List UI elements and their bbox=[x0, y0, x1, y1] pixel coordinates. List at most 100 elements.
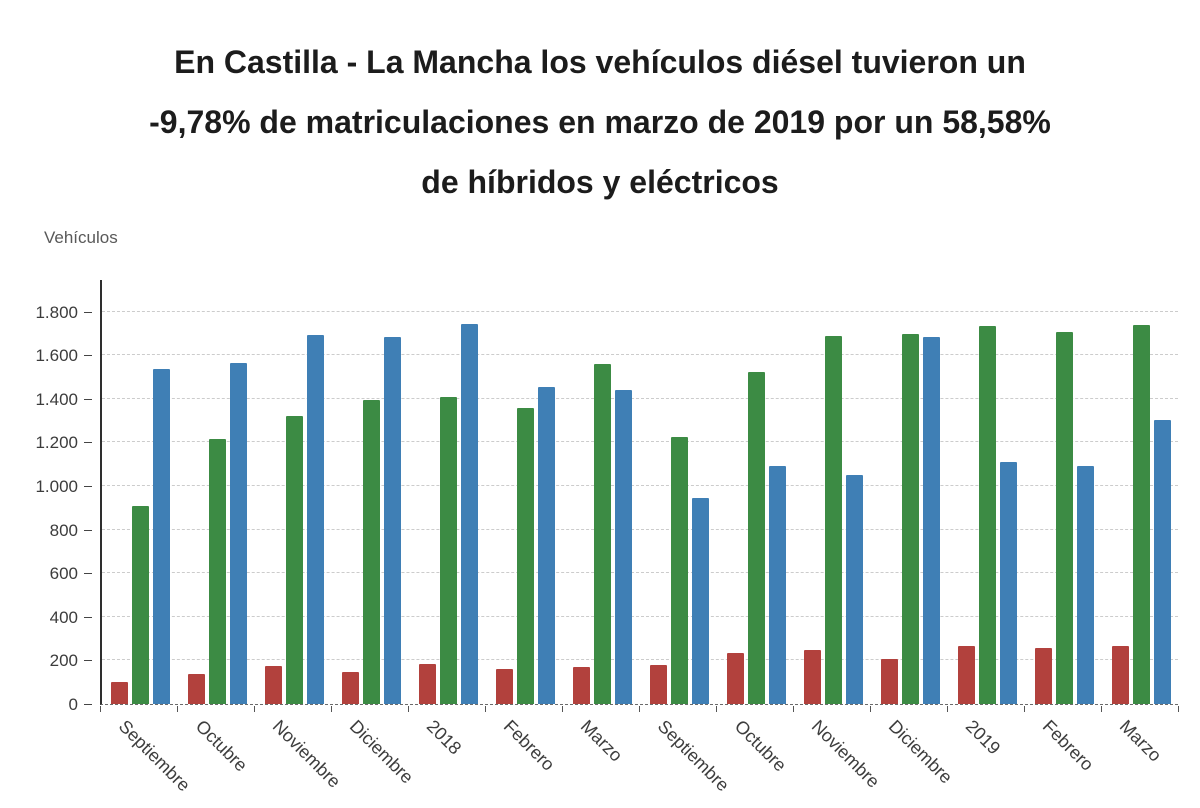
bar-series-red bbox=[727, 652, 744, 704]
bar-series-red bbox=[1112, 646, 1129, 704]
x-axis-tick bbox=[408, 706, 409, 712]
bar-group bbox=[564, 280, 641, 704]
x-axis-tick bbox=[870, 706, 871, 712]
bar-series-red bbox=[496, 669, 513, 704]
x-axis-tick bbox=[254, 706, 255, 712]
gridline bbox=[102, 441, 1178, 443]
x-axis-tick bbox=[562, 706, 563, 712]
bar-group bbox=[718, 280, 795, 704]
bar-group bbox=[410, 280, 487, 704]
bar-series-blue bbox=[461, 323, 478, 704]
x-axis-labels: Septiembre Octubre Noviembre Diciembre 2018 F… bbox=[100, 706, 1179, 808]
bar-series-green bbox=[517, 407, 534, 704]
x-tick-label: Octubre bbox=[730, 716, 790, 776]
bar-series-green bbox=[748, 371, 765, 704]
chart-title: En Castilla - La Mancha los vehículos di… bbox=[0, 32, 1200, 212]
bar-series-red bbox=[881, 659, 898, 704]
y-axis-tick bbox=[84, 616, 92, 618]
bar-group bbox=[1026, 280, 1103, 704]
gridline bbox=[102, 310, 1178, 312]
bar-series-blue bbox=[230, 362, 247, 704]
x-tick-label: Febrero bbox=[499, 716, 559, 775]
bar-series-red bbox=[958, 646, 975, 704]
bar-series-red bbox=[188, 673, 205, 704]
x-tick-label: Septiembre bbox=[114, 716, 194, 796]
y-axis-tick bbox=[84, 573, 92, 575]
x-tick-label: Marzo bbox=[1115, 716, 1165, 766]
chart-title-line-2: -9,78% de matriculaciones en marzo de 20… bbox=[149, 104, 1051, 140]
x-axis-tick bbox=[1024, 706, 1025, 712]
bar-group bbox=[179, 280, 256, 704]
bar-series-green bbox=[1133, 324, 1150, 704]
x-axis-tick bbox=[100, 706, 101, 712]
x-axis-tick bbox=[1101, 706, 1102, 712]
gridline bbox=[102, 397, 1178, 399]
y-axis-tick bbox=[84, 704, 92, 705]
x-axis-tick bbox=[793, 706, 794, 712]
bar-series-blue bbox=[769, 466, 786, 704]
y-axis-tick bbox=[84, 486, 92, 488]
x-axis-tick bbox=[177, 706, 178, 712]
y-tick-label: 1.600 bbox=[35, 346, 78, 366]
x-tick-label: Marzo bbox=[576, 716, 626, 766]
gridline bbox=[102, 572, 1178, 574]
x-axis-tick bbox=[331, 706, 332, 712]
gridline bbox=[102, 485, 1178, 487]
bar-series-green bbox=[671, 437, 688, 704]
y-axis-labels: 0 200 400 600 800 1.000 1.200 1.400 1.600 1.800 bbox=[0, 280, 92, 714]
y-tick-label: 1.400 bbox=[35, 389, 78, 409]
bar-series-blue bbox=[1000, 462, 1017, 704]
bar-series-red bbox=[265, 665, 282, 704]
gridline bbox=[102, 659, 1178, 661]
bar-group bbox=[333, 280, 410, 704]
x-axis-tick bbox=[716, 706, 717, 712]
bar-series-red bbox=[1035, 648, 1052, 704]
y-tick-label: 1.800 bbox=[35, 302, 78, 322]
bar-series-blue bbox=[846, 475, 863, 704]
y-tick-label: 200 bbox=[49, 651, 78, 671]
x-tick-label: Septiembre bbox=[653, 716, 733, 796]
bar-series-red bbox=[650, 664, 667, 704]
bar-series-green bbox=[132, 505, 149, 704]
bar-group bbox=[949, 280, 1026, 704]
y-axis-tick bbox=[84, 311, 92, 313]
bar-series-green bbox=[363, 399, 380, 704]
bar-series-green bbox=[440, 396, 457, 704]
bar-series-green bbox=[209, 439, 226, 704]
x-axis-tick bbox=[639, 706, 640, 712]
x-tick-label: Noviembre bbox=[268, 716, 345, 792]
bar-group bbox=[256, 280, 333, 704]
bar-series-red bbox=[342, 672, 359, 704]
y-tick-label: 600 bbox=[49, 564, 78, 584]
bar-group bbox=[487, 280, 564, 704]
gridline bbox=[102, 354, 1178, 356]
bar-group bbox=[872, 280, 949, 704]
bar-series-blue bbox=[1154, 419, 1171, 704]
bar-series-green bbox=[902, 333, 919, 704]
gridline bbox=[102, 528, 1178, 530]
y-axis-tick bbox=[84, 442, 92, 444]
bar-series-green bbox=[1056, 332, 1073, 704]
x-tick-label: Octubre bbox=[191, 716, 251, 776]
bar-series-green bbox=[594, 364, 611, 704]
x-tick-label: Diciembre bbox=[345, 716, 417, 788]
bar-group bbox=[1103, 280, 1180, 704]
bar-group bbox=[102, 280, 179, 704]
bar-series-blue bbox=[1077, 466, 1094, 704]
bar-series-blue bbox=[384, 336, 401, 704]
bar-series-red bbox=[573, 666, 590, 704]
x-axis-tick bbox=[947, 706, 948, 712]
bar-series-blue bbox=[153, 369, 170, 704]
bar-series-blue bbox=[692, 498, 709, 704]
y-tick-label: 800 bbox=[49, 520, 78, 540]
x-tick-label: Febrero bbox=[1038, 716, 1098, 775]
chart-title-line-1: En Castilla - La Mancha los vehículos di… bbox=[174, 44, 1026, 80]
bar-series-blue bbox=[538, 386, 555, 704]
y-tick-label: 1.000 bbox=[35, 477, 78, 497]
bar-series-red bbox=[419, 663, 436, 704]
x-tick-label: 2018 bbox=[422, 716, 465, 759]
bar-series-blue bbox=[307, 334, 324, 704]
bar-group bbox=[641, 280, 718, 704]
plot-area bbox=[100, 280, 1178, 705]
